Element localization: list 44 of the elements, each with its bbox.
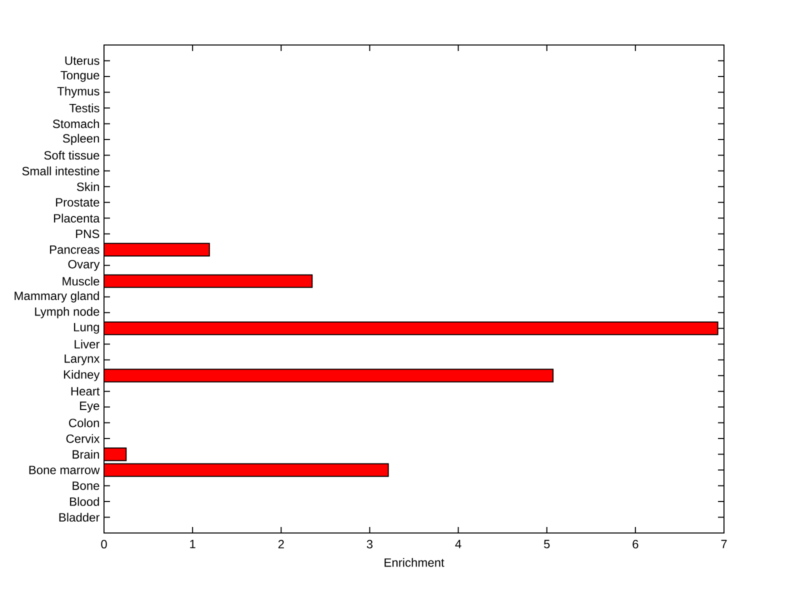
y-tick-label: Spleen <box>62 134 99 146</box>
y-tick-label: Small intestine <box>22 166 100 176</box>
y-tick-label: Muscle <box>62 276 100 286</box>
y-tick-label: Larynx <box>64 354 100 366</box>
y-tick-label: Bone <box>72 482 100 490</box>
y-tick-label: Colon <box>68 418 99 428</box>
y-tick-label: PNS <box>76 230 100 238</box>
y-tick-label: Blood <box>70 497 99 506</box>
x-tick-label: 3 <box>366 540 373 548</box>
y-tick-label: Bladder <box>59 512 100 522</box>
x-tick-label: 2 <box>278 540 284 548</box>
x-tick-label: 5 <box>544 540 550 548</box>
y-tick-label: Prostate <box>56 198 100 207</box>
y-tick-label: Thymus <box>57 86 100 98</box>
x-axis-title: Enrichment <box>384 558 444 567</box>
y-tick-label: Uterus <box>65 56 100 65</box>
y-tick-label: Ovary <box>68 260 100 271</box>
bar <box>104 368 554 382</box>
bar <box>104 274 313 288</box>
y-tick-label: Skin <box>76 182 99 192</box>
x-tick-label: 6 <box>632 540 638 548</box>
x-tick-label: 0 <box>101 540 107 548</box>
y-tick-label: Heart <box>71 387 100 396</box>
y-tick-label: Mammary gland <box>14 291 99 302</box>
y-tick-label: Cervix <box>66 434 100 443</box>
x-tick-label: 4 <box>455 540 462 548</box>
bar <box>104 242 210 256</box>
y-tick-label: Testis <box>69 104 100 112</box>
y-tick-label: Placenta <box>54 214 100 223</box>
y-tick-label: Tongue <box>60 71 100 82</box>
bar <box>104 463 389 477</box>
y-tick-label: Pancreas <box>50 245 100 254</box>
y-tick-label: Kidney <box>64 370 100 382</box>
y-tick-label: Stomach <box>52 119 99 128</box>
y-tick-label: Bone marrow <box>29 466 100 474</box>
y-tick-label: Eye <box>80 402 100 412</box>
y-tick-label: Lymph node <box>35 307 100 318</box>
y-tick-label: Brain <box>72 450 99 459</box>
y-tick-label: Liver <box>74 340 100 349</box>
x-tick-label: 1 <box>190 540 196 548</box>
y-tick-label: Soft tissue <box>44 150 100 160</box>
y-tick-label: Lung <box>74 322 99 334</box>
x-tick-label: 7 <box>721 540 727 548</box>
bar <box>104 322 718 336</box>
